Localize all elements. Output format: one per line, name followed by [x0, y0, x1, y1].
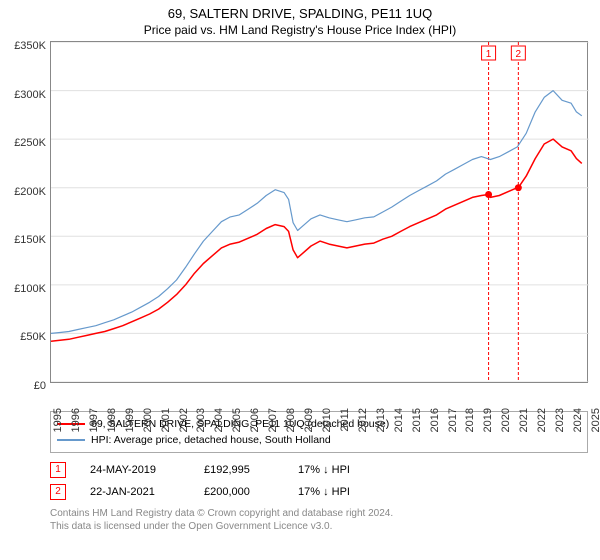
x-tick-label: 2015	[411, 408, 423, 438]
transaction-pct: 17% ↓ HPI	[298, 481, 350, 503]
x-tick-label: 2019	[482, 408, 494, 438]
chart-container: 69, SALTERN DRIVE, SPALDING, PE11 1UQ Pr…	[0, 0, 600, 560]
y-tick-label: £350K	[2, 40, 46, 52]
x-tick-label: 2020	[500, 408, 512, 438]
chart-plot-area: 12	[50, 41, 588, 383]
x-tick-label: 1998	[106, 408, 118, 438]
transactions-table: 1 24-MAY-2019 £192,995 17% ↓ HPI 2 22-JA…	[50, 459, 588, 503]
x-tick-label: 2001	[160, 408, 172, 438]
x-tick-label: 2000	[142, 408, 154, 438]
x-tick-label: 2008	[285, 408, 297, 438]
x-tick-label: 2023	[554, 408, 566, 438]
x-tick-label: 2018	[464, 408, 476, 438]
x-tick-label: 2004	[213, 408, 225, 438]
x-tick-label: 2007	[267, 408, 279, 438]
x-tick-label: 2017	[447, 408, 459, 438]
y-tick-label: £50K	[2, 331, 46, 343]
y-tick-label: £200K	[2, 186, 46, 198]
chart-title: 69, SALTERN DRIVE, SPALDING, PE11 1UQ	[0, 0, 600, 21]
x-tick-label: 2006	[249, 408, 261, 438]
x-tick-label: 2011	[339, 408, 351, 438]
x-tick-label: 1997	[88, 408, 100, 438]
chart-svg: 12	[51, 42, 589, 382]
y-tick-label: £0	[2, 380, 46, 392]
transaction-pct: 17% ↓ HPI	[298, 459, 350, 481]
x-tick-label: 2005	[231, 408, 243, 438]
x-tick-label: 1999	[124, 408, 136, 438]
transaction-row: 2 22-JAN-2021 £200,000 17% ↓ HPI	[50, 481, 588, 503]
transaction-row: 1 24-MAY-2019 £192,995 17% ↓ HPI	[50, 459, 588, 481]
y-tick-label: £250K	[2, 137, 46, 149]
y-tick-label: £100K	[2, 283, 46, 295]
x-tick-label: 2022	[536, 408, 548, 438]
x-tick-label: 2025	[590, 408, 600, 438]
transaction-price: £192,995	[204, 459, 274, 481]
x-tick-label: 2010	[321, 408, 333, 438]
x-tick-label: 2021	[518, 408, 530, 438]
x-tick-label: 2016	[429, 408, 441, 438]
transaction-date: 22-JAN-2021	[90, 481, 180, 503]
x-tick-label: 1996	[70, 408, 82, 438]
y-tick-label: £300K	[2, 89, 46, 101]
svg-text:2: 2	[516, 49, 522, 60]
transaction-marker-icon: 1	[50, 462, 66, 478]
x-tick-label: 2024	[572, 408, 584, 438]
x-tick-label: 2013	[375, 408, 387, 438]
legend-swatch	[57, 439, 85, 441]
x-tick-label: 2009	[303, 408, 315, 438]
x-tick-label: 1995	[52, 408, 64, 438]
transaction-price: £200,000	[204, 481, 274, 503]
x-tick-label: 2002	[178, 408, 190, 438]
transaction-date: 24-MAY-2019	[90, 459, 180, 481]
x-tick-label: 2003	[195, 408, 207, 438]
svg-text:1: 1	[486, 49, 492, 60]
x-tick-label: 2014	[393, 408, 405, 438]
chart-subtitle: Price paid vs. HM Land Registry's House …	[0, 21, 600, 41]
footer-line: Contains HM Land Registry data © Crown c…	[50, 507, 588, 520]
transaction-marker-icon: 2	[50, 484, 66, 500]
footer-attribution: Contains HM Land Registry data © Crown c…	[50, 507, 588, 533]
y-tick-label: £150K	[2, 234, 46, 246]
footer-line: This data is licensed under the Open Gov…	[50, 520, 588, 533]
x-tick-label: 2012	[357, 408, 369, 438]
